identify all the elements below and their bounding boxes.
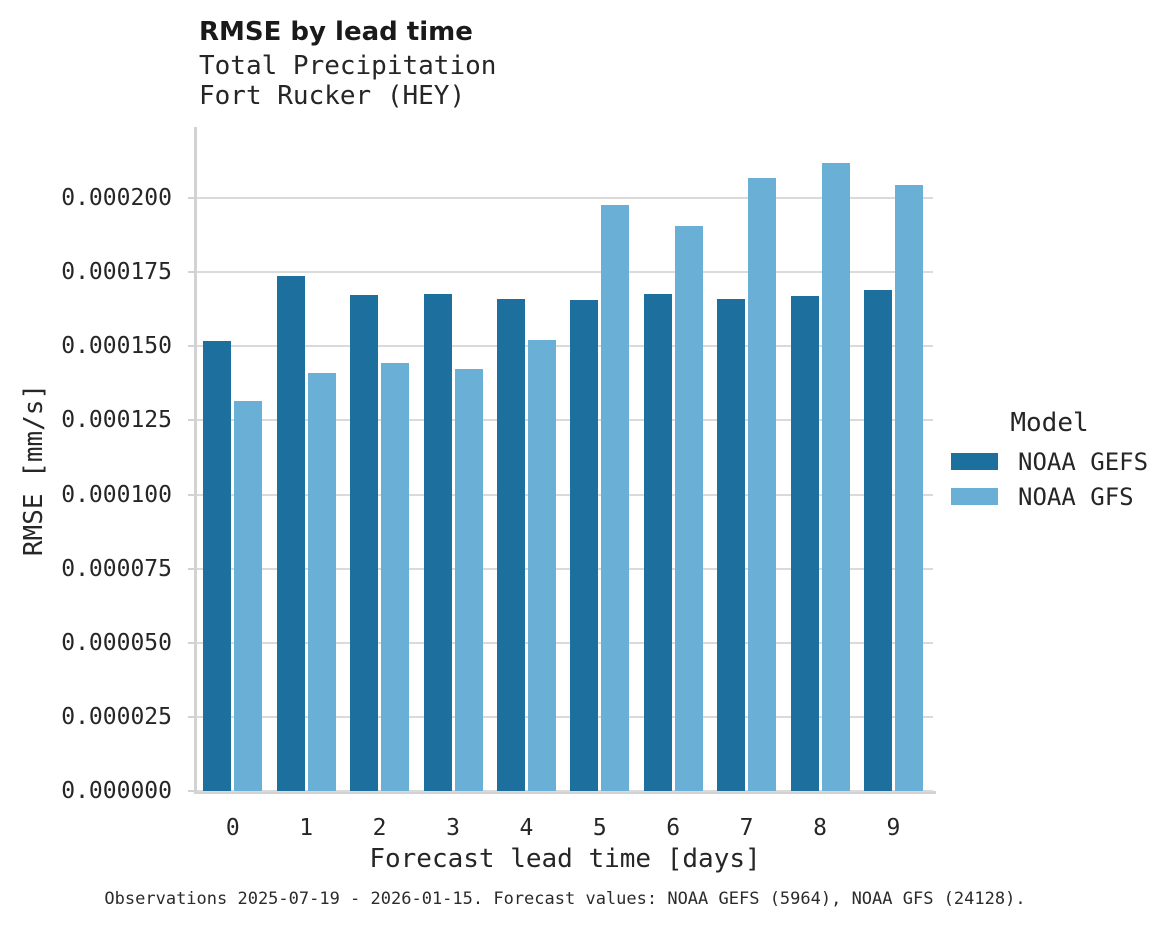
gridline-0.000075 (197, 567, 933, 570)
x-tick-label-5: 5 (592, 815, 607, 841)
x-tick-label-8: 8 (813, 815, 827, 841)
gridline-0.000050 (197, 641, 933, 644)
bar-noaa-gefs-lead-0 (203, 341, 232, 791)
chart-title: RMSE by lead time (199, 17, 473, 47)
y-tick-label-0.000000: 0.000000 (61, 778, 172, 804)
chart-subtitle-station: Fort Rucker (HEY) (199, 81, 466, 111)
y-tick-0.000125 (188, 419, 197, 422)
gridline-0.000150 (197, 345, 933, 348)
gridline-0.000100 (197, 493, 933, 496)
bar-noaa-gfs-lead-6 (674, 226, 703, 791)
bar-noaa-gfs-lead-8 (821, 162, 850, 791)
caption: Observations 2025-07-19 - 2026-01-15. Fo… (104, 889, 1026, 909)
y-tick-label-0.000175: 0.000175 (61, 259, 172, 286)
legend-swatch-noaa-gfs (951, 488, 998, 505)
legend: Model NOAA GEFS NOAA GFS (951, 410, 1148, 514)
y-tick-0.000075 (188, 567, 197, 570)
bar-noaa-gfs-lead-3 (454, 368, 483, 791)
bar-noaa-gefs-lead-5 (570, 299, 599, 791)
gridline-0.000175 (197, 271, 933, 274)
y-tick-label-0.000125: 0.000125 (61, 407, 172, 434)
x-tick-label-1: 1 (299, 815, 314, 841)
y-axis-spine (194, 127, 197, 794)
bar-noaa-gfs-lead-9 (894, 184, 923, 791)
legend-rows: NOAA GEFS NOAA GFS (951, 444, 1148, 514)
gridline-0.000200 (197, 197, 933, 200)
y-tick-label-0.000150: 0.000150 (61, 333, 172, 360)
legend-item-noaa-gfs: NOAA GFS (951, 479, 1148, 514)
x-tick-label-9: 9 (886, 815, 901, 841)
gridline-0.000125 (197, 419, 933, 422)
y-tick-0.000175 (188, 271, 197, 274)
y-tick-label-0.000200: 0.000200 (61, 185, 172, 212)
legend-swatch-noaa-gefs (951, 453, 998, 470)
bar-noaa-gefs-lead-7 (717, 298, 746, 791)
y-tick-label-0.000025: 0.000025 (61, 703, 172, 730)
bar-noaa-gfs-lead-7 (748, 177, 777, 791)
y-tick-label-0.000100: 0.000100 (61, 481, 172, 508)
y-tick-label-0.000075: 0.000075 (61, 555, 172, 582)
y-tick-0.000050 (188, 641, 197, 644)
gridline-0.000000 (197, 790, 933, 792)
x-tick-label-6: 6 (666, 815, 681, 841)
bar-noaa-gfs-lead-5 (601, 204, 630, 791)
bar-noaa-gefs-lead-9 (863, 290, 892, 791)
bar-noaa-gefs-lead-8 (790, 296, 819, 791)
bar-noaa-gefs-lead-3 (423, 294, 452, 791)
x-axis-spine (194, 791, 936, 794)
y-tick-0.000000 (188, 790, 197, 792)
bar-noaa-gfs-lead-1 (307, 373, 336, 791)
plot-area (197, 127, 933, 792)
bar-noaa-gfs-lead-2 (381, 363, 410, 791)
y-tick-label-0.000050: 0.000050 (61, 629, 172, 656)
bar-noaa-gfs-lead-0 (234, 401, 263, 791)
y-tick-0.000200 (188, 197, 197, 200)
gridline-0.000025 (197, 715, 933, 718)
x-tick-label-2: 2 (372, 815, 387, 841)
chart-subtitle-variable: Total Precipitation (199, 51, 497, 81)
bar-noaa-gefs-lead-1 (276, 276, 305, 791)
legend-item-noaa-gefs: NOAA GEFS (951, 444, 1148, 479)
bar-noaa-gefs-lead-6 (643, 294, 672, 791)
x-tick-label-0: 0 (225, 815, 240, 841)
legend-title: Model (1010, 408, 1089, 438)
bar-noaa-gfs-lead-4 (527, 340, 556, 791)
bar-noaa-gefs-lead-2 (350, 295, 379, 791)
x-tick-label-3: 3 (446, 815, 460, 841)
bar-noaa-gefs-lead-4 (496, 299, 525, 791)
x-tick-label-4: 4 (519, 815, 534, 841)
y-tick-0.000100 (188, 493, 197, 496)
y-tick-0.000150 (188, 345, 197, 348)
x-axis-title: Forecast lead time [days] (369, 844, 761, 874)
x-tick-label-7: 7 (739, 815, 754, 841)
y-tick-0.000025 (188, 715, 197, 718)
legend-label-noaa-gfs: NOAA GFS (1018, 482, 1134, 511)
legend-label-noaa-gefs: NOAA GEFS (1018, 447, 1149, 476)
